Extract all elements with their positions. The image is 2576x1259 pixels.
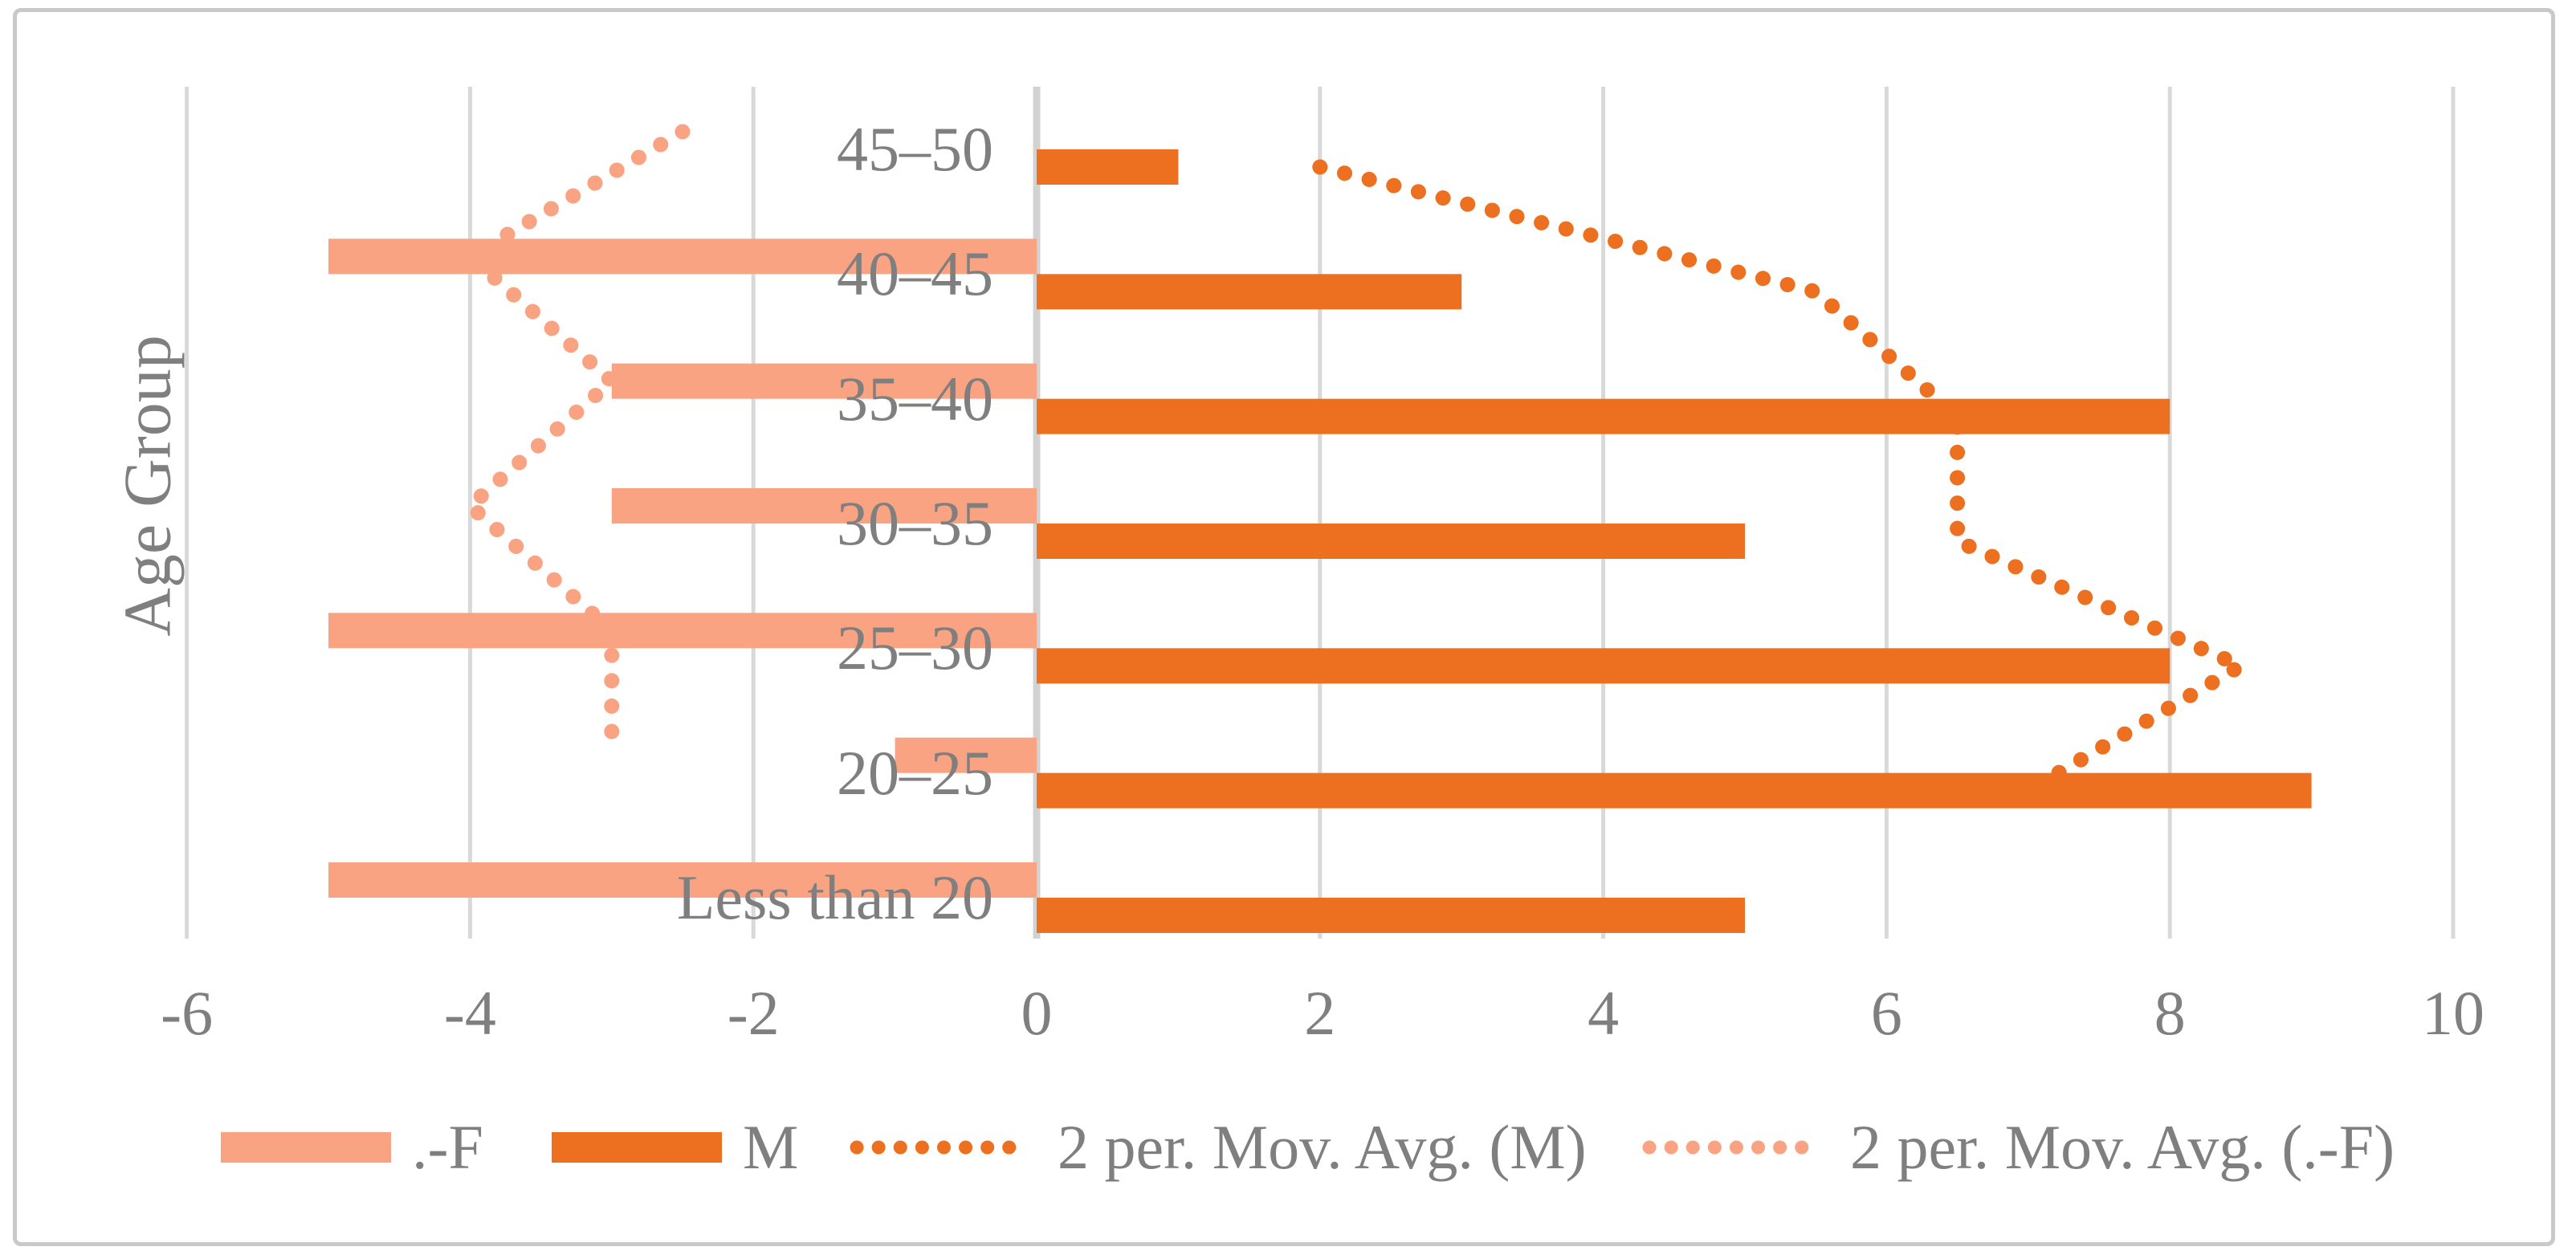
- bar-m: [1037, 648, 2170, 684]
- bar-m: [1037, 398, 2170, 434]
- x-tick-label: 0: [1021, 978, 1053, 1048]
- x-tick-label: 4: [1588, 978, 1620, 1048]
- legend-label-movavg-f: 2 per. Mov. Avg. (.-F): [1850, 1112, 2395, 1182]
- category-label: 45–50: [837, 114, 993, 184]
- x-tick-label: -4: [443, 978, 496, 1048]
- bar-f: [611, 363, 1037, 399]
- legend-item-movavg-f: 2 per. Mov. Avg. (.-F): [1640, 1112, 2395, 1182]
- category-label: 20–25: [837, 737, 993, 808]
- bar-m: [1037, 274, 1462, 310]
- x-tick-label: 2: [1304, 978, 1336, 1048]
- x-tick-label: 6: [1870, 978, 1902, 1048]
- legend-item-movavg-m: 2 per. Mov. Avg. (M): [847, 1112, 1587, 1182]
- legend-label-m: M: [743, 1112, 799, 1182]
- category-label: 40–45: [837, 238, 993, 309]
- bar-m: [1037, 772, 2312, 809]
- x-tick-label: -6: [161, 978, 214, 1048]
- x-tick-label: 8: [2154, 978, 2186, 1048]
- bar-f: [328, 862, 1037, 898]
- x-tick-label: -2: [727, 978, 780, 1048]
- legend-label-movavg-m: 2 per. Mov. Avg. (M): [1058, 1112, 1587, 1182]
- bar-m: [1037, 523, 1745, 559]
- bar-f: [328, 613, 1037, 649]
- trendline-movavg-m: [1312, 159, 2258, 799]
- movavg-f-dotted-swatch: [1642, 1140, 1829, 1155]
- legend-item-f: .-F: [221, 1112, 483, 1182]
- category-label: 35–40: [837, 363, 993, 434]
- category-label: 25–30: [837, 613, 993, 683]
- f-series-swatch: [221, 1132, 391, 1163]
- bar-m: [1037, 149, 1179, 185]
- bar-m: [1037, 897, 1745, 933]
- trendline-movavg-f: [457, 124, 691, 764]
- movavg-m-dotted-swatch: [850, 1140, 1037, 1155]
- category-label: 30–35: [837, 487, 993, 558]
- bar-f: [895, 737, 1037, 773]
- category-label: Less than 20: [676, 862, 993, 932]
- bar-f: [611, 487, 1037, 524]
- legend-item-m: M: [552, 1112, 798, 1182]
- m-series-swatch: [552, 1132, 722, 1163]
- x-tick-label: 10: [2422, 978, 2484, 1048]
- legend-label-f: .-F: [412, 1112, 483, 1182]
- chart-border: [13, 8, 2555, 1246]
- bar-f: [328, 238, 1037, 275]
